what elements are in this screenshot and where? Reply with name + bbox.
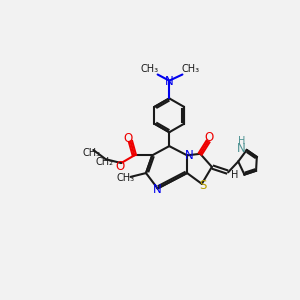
Text: CH₃: CH₃	[83, 148, 101, 158]
Text: CH₃: CH₃	[117, 173, 135, 183]
Text: CH₂: CH₂	[95, 157, 113, 167]
Text: S: S	[199, 179, 206, 192]
Text: N: N	[185, 149, 194, 162]
Text: CH₃: CH₃	[141, 64, 159, 74]
Text: N: N	[165, 75, 174, 88]
Text: N: N	[152, 183, 161, 196]
Text: O: O	[115, 160, 124, 172]
Text: O: O	[124, 132, 133, 145]
Text: O: O	[204, 131, 213, 144]
Text: H: H	[231, 170, 238, 180]
Text: N: N	[237, 142, 246, 155]
Text: CH₃: CH₃	[181, 64, 199, 74]
Text: H: H	[238, 136, 245, 146]
